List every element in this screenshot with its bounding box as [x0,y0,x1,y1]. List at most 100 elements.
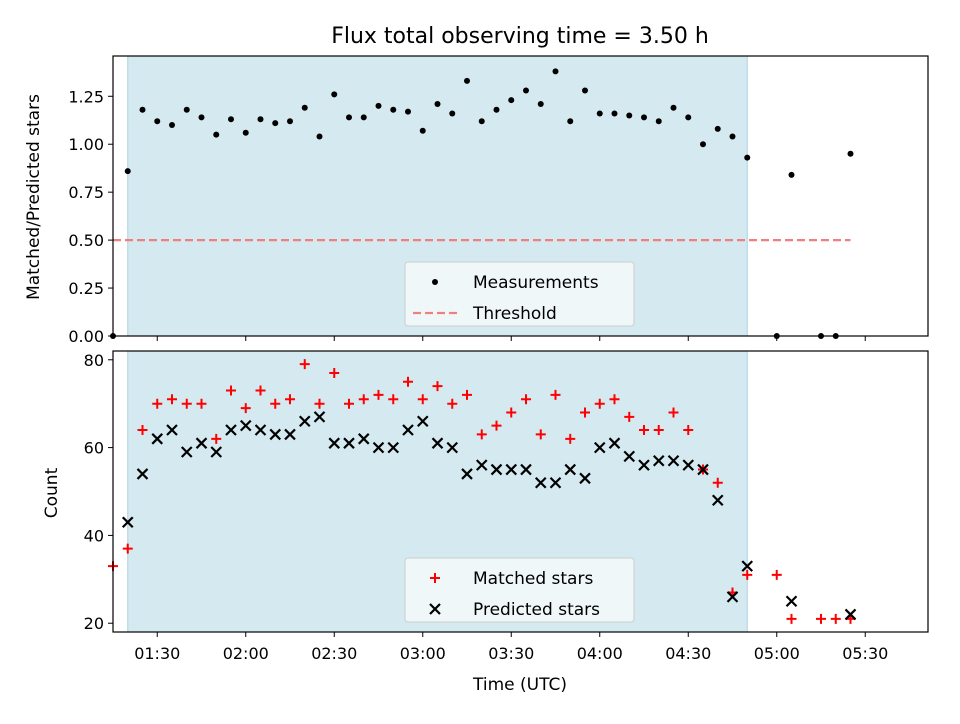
matched-star-point [550,389,561,400]
predicted-star-point [741,560,754,572]
measurement-point [405,108,411,115]
series-predicted-stars [121,411,857,621]
matched-star-point [255,385,266,396]
series-measurements [110,68,854,339]
predicted-star-point [343,437,355,449]
measurement-point [228,116,234,123]
matched-star-point [816,613,826,624]
measurement-point [493,106,500,113]
predicted-star-point [298,415,311,428]
x-tick-label: 03:00 [400,644,446,663]
series-matched-stars [108,359,856,624]
predicted-star-point [269,428,282,441]
bottom-y-axis-label: Count [42,467,62,518]
matched-star-point [653,425,664,436]
legend-marker [429,603,441,615]
predicted-star-point [638,459,650,471]
measurement-point [154,118,161,125]
matched-star-point [137,425,148,436]
measurement-point [316,133,323,140]
measurement-point [478,118,485,125]
matched-star-point [594,398,605,409]
predicted-star-point [844,608,857,621]
predicted-star-point [166,424,178,436]
predicted-star-point [121,516,134,529]
matched-star-point [830,613,841,624]
matched-star-point [580,407,590,418]
legend-box [404,261,635,327]
measurement-point [596,110,603,117]
predicted-star-point [313,411,326,423]
measurement-point [390,106,397,113]
x-tick-label: 04:30 [665,644,711,663]
matched-star-point [609,394,620,405]
legend-label: Measurements [473,273,599,293]
matched-star-point [491,420,502,431]
measurement-point [788,171,795,178]
matched-star-point [506,407,517,418]
matched-star-point [447,398,458,409]
top-y-axis-label: Matched/Predicted stars [24,94,44,300]
predicted-star-point [711,494,724,507]
y-tick-label: 60 [84,439,104,458]
matched-star-point [624,411,635,422]
predicted-star-point [136,468,149,480]
measurement-point [552,68,559,75]
predicted-star-point [490,463,503,476]
measurement-point [523,87,529,94]
predicted-star-point [402,424,414,436]
predicted-star-point [225,424,237,436]
measurement-point [847,150,854,157]
matched-star-point [786,613,797,624]
predicted-star-point [254,424,267,436]
matched-star-point [432,381,443,392]
matched-star-point [167,394,177,405]
predicted-star-point [682,459,695,471]
legend-marker [432,279,438,285]
matched-star-point [270,398,281,409]
x-tick-label: 05:30 [842,644,888,663]
bottom-panel: 20 40 60 80 01:30 02:00 02:30 03:00 03:30 04:00 04… [84,350,929,663]
matched-star-point [285,394,295,405]
measurement-point [375,102,382,109]
predicted-star-point [564,463,577,476]
predicted-star-point [284,428,296,441]
measurement-point [567,118,574,125]
predicted-star-point [579,472,591,485]
predicted-star-point [520,463,532,476]
predicted-star-point [387,441,400,454]
x-axis-label: Time (UTC) [472,675,567,695]
predicted-star-point [239,419,252,432]
measurement-point [183,106,190,113]
matched-star-point [240,403,251,414]
matched-star-point [668,407,679,418]
predicted-star-point [151,433,164,445]
predicted-star-point [505,463,518,476]
predicted-star-point [623,450,636,463]
measurement-point [626,112,633,119]
measurement-point [744,154,751,161]
matched-star-point [329,367,340,378]
predicted-star-point [357,433,370,445]
measurement-point [301,104,308,111]
matched-star-point [683,425,694,436]
legend-box [404,557,635,623]
x-tick-label: 04:00 [577,644,623,663]
legend-label: Predicted stars [473,600,600,620]
matched-star-point [358,394,369,405]
x-tick-label: 02:30 [311,644,357,663]
predicted-star-point [608,437,621,449]
predicted-star-point [785,595,798,608]
top-panel: 0.00 0.25 0.50 0.75 1.00 1.25 Measurements Thre… [68,55,929,346]
x-tick-label: 02:00 [223,644,269,663]
measurement-point [242,129,249,136]
legend: Matched stars Predicted stars [404,557,635,623]
measurement-point [287,118,293,125]
y-tick-label: 80 [84,351,104,370]
matched-star-point [565,433,576,444]
predicted-star-point [328,437,341,449]
predicted-star-point [461,468,473,480]
predicted-star-point [416,415,429,428]
matched-star-point [521,394,531,405]
